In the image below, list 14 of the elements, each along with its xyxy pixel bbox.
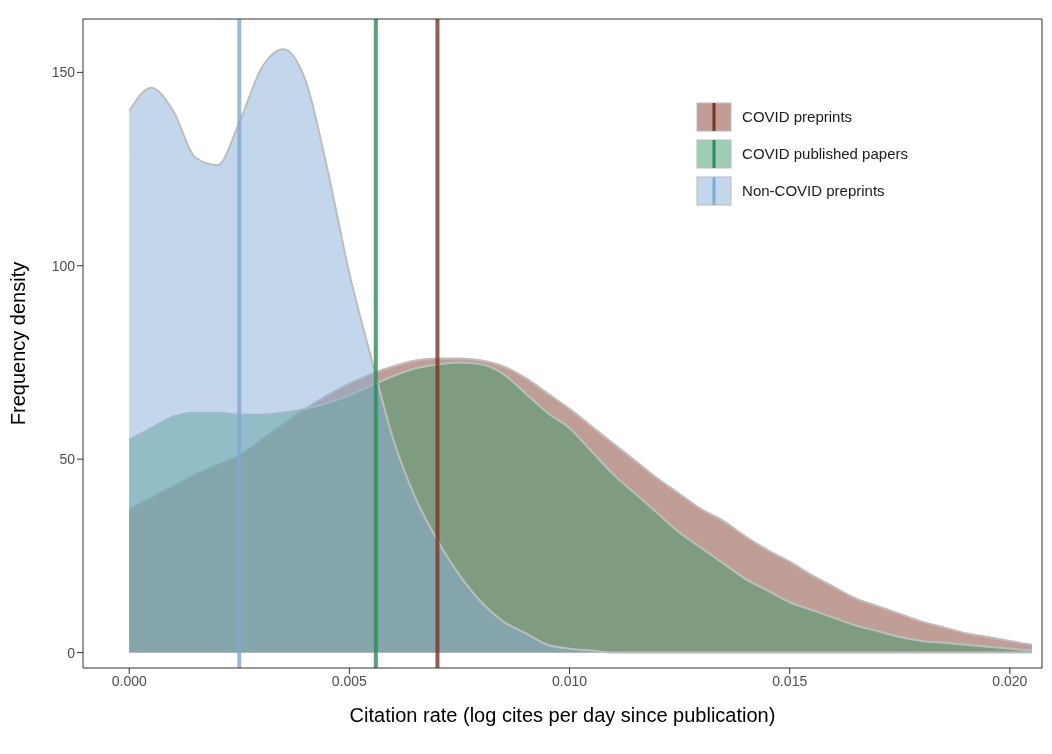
x-tick-label: 0.020	[992, 672, 1028, 689]
x-tick-label: 0.015	[772, 672, 808, 689]
y-tick-label: 100	[51, 257, 76, 274]
y-tick-label: 50	[59, 451, 76, 468]
legend-label: COVID preprints	[742, 108, 853, 125]
x-tick-label: 0.005	[331, 672, 368, 689]
y-axis-title: Frequency density	[7, 261, 30, 426]
x-axis-title: Citation rate (log cites per day since publication)	[349, 704, 776, 726]
legend-label: Non-COVID preprints	[742, 182, 885, 199]
legend-label: COVID published papers	[742, 145, 908, 162]
y-tick-label: 150	[51, 64, 76, 81]
x-tick-label: 0.000	[111, 672, 147, 689]
y-tick-label: 0	[67, 644, 76, 661]
x-tick-label: 0.010	[552, 672, 588, 689]
